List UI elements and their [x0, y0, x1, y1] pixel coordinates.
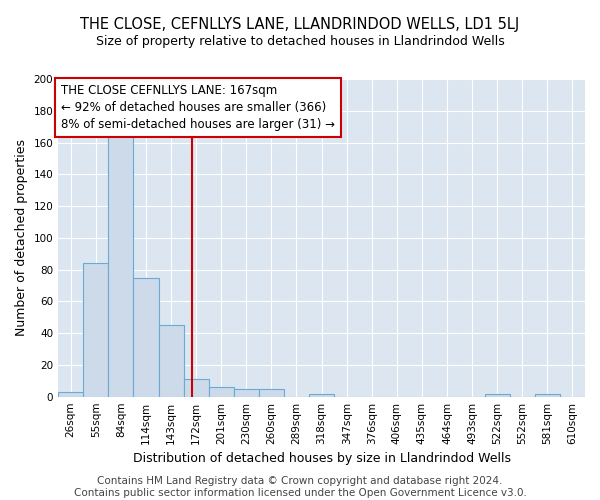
Bar	[485, 394, 510, 396]
Bar	[259, 388, 284, 396]
Bar	[58, 392, 83, 396]
Bar	[535, 394, 560, 396]
Text: Contains HM Land Registry data © Crown copyright and database right 2024.
Contai: Contains HM Land Registry data © Crown c…	[74, 476, 526, 498]
Text: Size of property relative to detached houses in Llandrindod Wells: Size of property relative to detached ho…	[95, 35, 505, 48]
Bar	[158, 325, 184, 396]
Bar	[309, 394, 334, 396]
Y-axis label: Number of detached properties: Number of detached properties	[15, 140, 28, 336]
Bar	[109, 134, 133, 396]
Text: THE CLOSE CEFNLLYS LANE: 167sqm
← 92% of detached houses are smaller (366)
8% of: THE CLOSE CEFNLLYS LANE: 167sqm ← 92% of…	[61, 84, 335, 131]
Text: THE CLOSE, CEFNLLYS LANE, LLANDRINDOD WELLS, LD1 5LJ: THE CLOSE, CEFNLLYS LANE, LLANDRINDOD WE…	[80, 18, 520, 32]
Bar	[234, 388, 259, 396]
Bar	[133, 278, 158, 396]
Bar	[83, 264, 109, 396]
Bar	[184, 379, 209, 396]
Bar	[209, 387, 234, 396]
X-axis label: Distribution of detached houses by size in Llandrindod Wells: Distribution of detached houses by size …	[133, 452, 511, 465]
